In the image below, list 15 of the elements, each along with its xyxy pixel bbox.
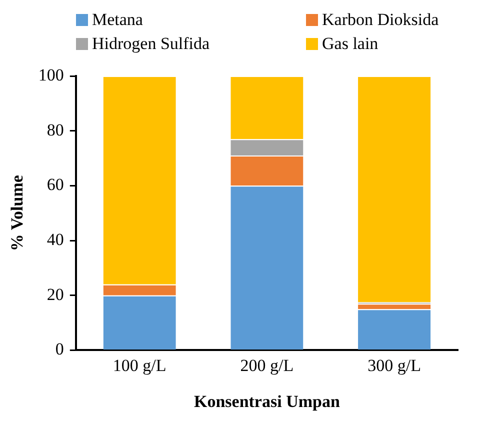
legend-label: Hidrogen Sulfida (92, 33, 210, 55)
y-tick-label: 100 (38, 65, 64, 84)
y-tick-label: 80 (46, 120, 64, 140)
x-tick-label: 300 g/L (368, 356, 421, 375)
y-tick-label: 60 (46, 175, 64, 194)
legend-label: Karbon Dioksida (322, 9, 439, 31)
x-tick-label: 100 g/L (112, 356, 166, 375)
y-tick-label: 20 (46, 284, 64, 304)
y-tick-label: 40 (46, 230, 64, 249)
y-tick-label: 0 (55, 340, 64, 359)
y-axis-title: % Volume (8, 174, 27, 252)
x-tick-label: 200 g/L (240, 356, 294, 375)
x-axis-title: Konsentrasi Umpan (194, 392, 340, 412)
legend-label: Gas lain (322, 33, 378, 55)
legend-label: Metana (92, 9, 143, 31)
